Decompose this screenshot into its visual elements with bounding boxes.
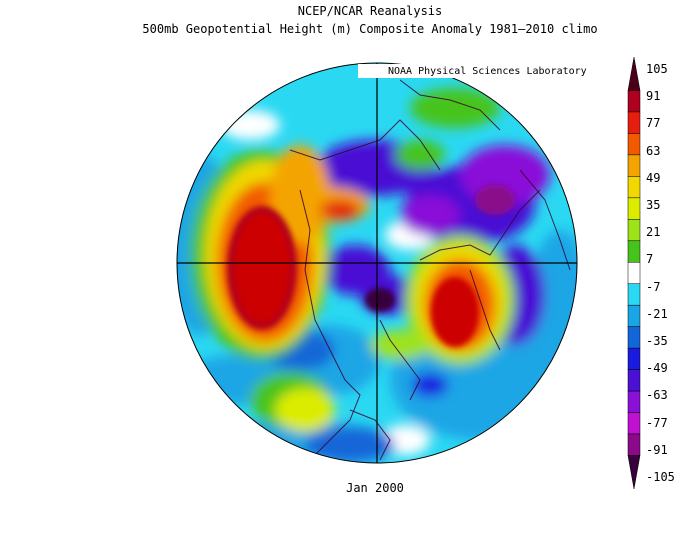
colorbar-label: 105 <box>646 62 668 76</box>
colorbar-swatch <box>627 240 641 263</box>
colorbar-swatch <box>627 283 641 306</box>
colorbar-swatch <box>627 176 641 199</box>
colorbar-label: 7 <box>646 252 654 267</box>
colorbar-label: 21 <box>646 225 661 240</box>
colorbar-label: -49 <box>646 361 668 376</box>
colorbar-label: -21 <box>646 306 668 321</box>
title-line-2: 500mb Geopotential Height (m) Composite … <box>142 22 598 36</box>
colorbar-swatch <box>627 326 641 349</box>
colorbar-swatch <box>627 90 641 113</box>
colorbar-label: -77 <box>646 415 668 430</box>
colorbar-swatch <box>627 433 641 456</box>
colorbar-swatch <box>627 390 641 413</box>
colorbar-swatch <box>627 154 641 177</box>
colorbar-swatch <box>627 111 641 134</box>
colorbar-swatch <box>627 133 641 156</box>
colorbar-swatch <box>627 262 641 284</box>
colorbar-label: -63 <box>646 388 668 403</box>
date-label: Jan 2000 <box>346 481 404 495</box>
credit-label: NOAA Physical Sciences Laboratory <box>358 64 591 78</box>
colorbar-label: -105 <box>646 470 675 484</box>
colorbar-label: 91 <box>646 89 661 104</box>
colorbar-label: 77 <box>646 116 661 131</box>
colorbar-label: -91 <box>646 442 668 457</box>
colorbar-swatch <box>627 197 641 220</box>
colorbar-swatch <box>627 369 641 392</box>
colorbar-label: 49 <box>646 170 661 185</box>
colorbar-label: -7 <box>646 279 661 294</box>
colorbar-swatch <box>627 455 641 490</box>
colorbar-swatch <box>627 412 641 435</box>
colorbar-swatch <box>627 347 641 370</box>
colorbar-label: -35 <box>646 334 668 348</box>
title-line-1: NCEP/NCAR Reanalysis <box>297 4 443 18</box>
colorbar-swatch <box>627 304 641 327</box>
colorbar-label: 35 <box>646 198 661 212</box>
colorbar-swatch <box>627 219 641 242</box>
colorbar-label: 63 <box>646 143 661 158</box>
colorbar-swatch <box>627 56 641 91</box>
